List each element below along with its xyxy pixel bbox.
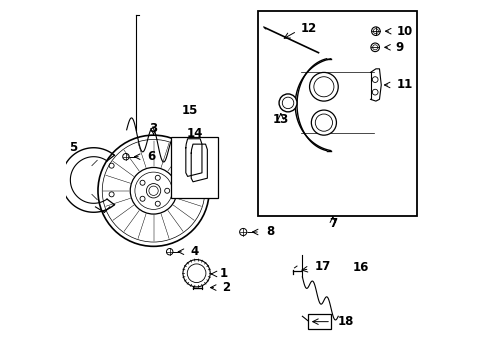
Circle shape [310,72,338,101]
Text: 2: 2 [221,281,230,294]
Text: 17: 17 [315,260,331,273]
Text: 15: 15 [181,104,197,117]
Circle shape [183,260,210,287]
Text: 16: 16 [353,261,369,274]
Text: 13: 13 [273,113,289,126]
Text: 4: 4 [191,245,199,258]
Text: 18: 18 [338,315,354,328]
Text: 7: 7 [329,217,337,230]
Text: 10: 10 [396,25,413,38]
Text: 1: 1 [220,267,228,280]
Text: 3: 3 [149,122,158,135]
Text: 14: 14 [187,127,203,140]
Text: 11: 11 [396,78,413,91]
Circle shape [311,110,337,135]
Bar [172,137,218,198]
Circle shape [147,184,161,198]
Circle shape [371,27,380,36]
Text: 9: 9 [395,41,404,54]
Bar [308,315,331,329]
Circle shape [98,135,209,246]
Text: 12: 12 [300,22,317,35]
Bar [258,12,417,216]
Circle shape [371,43,379,51]
Text: 5: 5 [70,141,78,154]
Text: 8: 8 [266,225,274,238]
Text: 6: 6 [147,150,156,163]
Circle shape [279,94,297,112]
